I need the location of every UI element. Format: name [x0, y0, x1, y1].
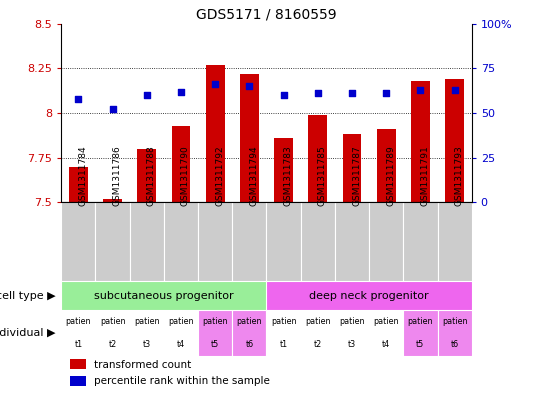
- Bar: [206, 65, 224, 202]
- Text: GSM1311787: GSM1311787: [352, 145, 361, 206]
- Text: t3: t3: [143, 340, 151, 349]
- Point: [313, 90, 322, 96]
- Bar: [95, 310, 130, 356]
- Bar: [266, 281, 472, 310]
- Bar: [61, 310, 95, 356]
- Text: GSM1311793: GSM1311793: [455, 145, 464, 206]
- Text: percentile rank within the sample: percentile rank within the sample: [94, 376, 270, 386]
- Text: individual ▶: individual ▶: [0, 328, 56, 338]
- Bar: [198, 202, 232, 281]
- Text: patien: patien: [100, 317, 125, 326]
- Point: [245, 83, 254, 89]
- Text: GSM1311783: GSM1311783: [284, 145, 293, 206]
- Point: [177, 88, 185, 95]
- Text: patien: patien: [168, 317, 194, 326]
- Point: [211, 81, 220, 88]
- Text: GSM1311785: GSM1311785: [318, 145, 327, 206]
- Bar: [61, 202, 95, 281]
- Text: t6: t6: [245, 340, 254, 349]
- Bar: [172, 125, 190, 202]
- Text: patien: patien: [442, 317, 467, 326]
- Text: GSM1311786: GSM1311786: [112, 145, 122, 206]
- Text: t2: t2: [314, 340, 322, 349]
- Bar: [232, 310, 266, 356]
- Text: cell type ▶: cell type ▶: [0, 291, 56, 301]
- Text: t1: t1: [74, 340, 83, 349]
- Bar: [369, 310, 403, 356]
- Text: GSM1311789: GSM1311789: [386, 145, 395, 206]
- Point: [348, 90, 356, 96]
- Point: [382, 90, 391, 96]
- Bar: [240, 73, 259, 202]
- Text: patien: patien: [339, 317, 365, 326]
- Bar: [198, 310, 232, 356]
- Bar: [438, 202, 472, 281]
- Bar: [343, 134, 361, 202]
- Bar: [69, 376, 86, 386]
- Bar: [445, 79, 464, 202]
- Text: GSM1311788: GSM1311788: [147, 145, 156, 206]
- Bar: [301, 202, 335, 281]
- Bar: [438, 310, 472, 356]
- Text: patien: patien: [203, 317, 228, 326]
- Bar: [232, 202, 266, 281]
- Point: [450, 86, 459, 93]
- Bar: [103, 199, 122, 202]
- Bar: [301, 310, 335, 356]
- Bar: [369, 202, 403, 281]
- Text: patien: patien: [305, 317, 330, 326]
- Bar: [377, 129, 395, 202]
- Bar: [266, 202, 301, 281]
- Text: deep neck progenitor: deep neck progenitor: [309, 291, 429, 301]
- Text: patien: patien: [66, 317, 91, 326]
- Bar: [130, 310, 164, 356]
- Bar: [69, 167, 88, 202]
- Point: [108, 106, 117, 112]
- Title: GDS5171 / 8160559: GDS5171 / 8160559: [196, 7, 337, 21]
- Bar: [274, 138, 293, 202]
- Text: patien: patien: [374, 317, 399, 326]
- Point: [279, 92, 288, 98]
- Text: t6: t6: [450, 340, 459, 349]
- Point: [74, 95, 83, 102]
- Text: t2: t2: [109, 340, 117, 349]
- Text: patien: patien: [408, 317, 433, 326]
- Bar: [309, 115, 327, 202]
- Bar: [403, 202, 438, 281]
- Bar: [130, 202, 164, 281]
- Text: t5: t5: [211, 340, 219, 349]
- Bar: [335, 202, 369, 281]
- Bar: [138, 149, 156, 202]
- Bar: [95, 202, 130, 281]
- Bar: [61, 281, 266, 310]
- Text: GSM1311791: GSM1311791: [421, 145, 430, 206]
- Bar: [164, 310, 198, 356]
- Bar: [69, 359, 86, 369]
- Text: patien: patien: [271, 317, 296, 326]
- Point: [142, 92, 151, 98]
- Text: t1: t1: [279, 340, 288, 349]
- Bar: [164, 202, 198, 281]
- Text: patien: patien: [237, 317, 262, 326]
- Bar: [403, 310, 438, 356]
- Bar: [411, 81, 430, 202]
- Text: t4: t4: [177, 340, 185, 349]
- Text: GSM1311794: GSM1311794: [249, 146, 259, 206]
- Bar: [335, 310, 369, 356]
- Text: subcutaneous progenitor: subcutaneous progenitor: [94, 291, 233, 301]
- Text: GSM1311790: GSM1311790: [181, 145, 190, 206]
- Bar: [266, 310, 301, 356]
- Text: t3: t3: [348, 340, 356, 349]
- Text: GSM1311792: GSM1311792: [215, 146, 224, 206]
- Text: t5: t5: [416, 340, 424, 349]
- Text: GSM1311784: GSM1311784: [78, 146, 87, 206]
- Point: [416, 86, 425, 93]
- Text: t4: t4: [382, 340, 390, 349]
- Text: transformed count: transformed count: [94, 360, 191, 370]
- Text: patien: patien: [134, 317, 159, 326]
